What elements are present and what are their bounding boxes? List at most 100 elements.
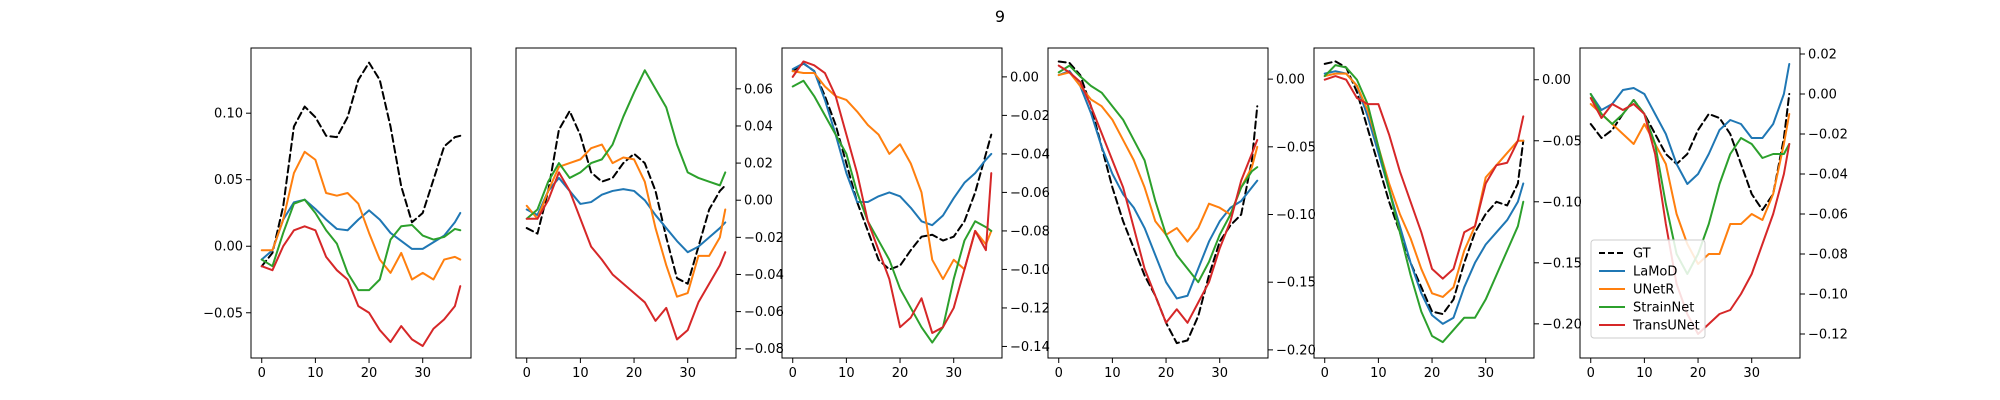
series-line-strainnet <box>791 79 993 344</box>
legend-label-strainnet: StrainNet <box>1633 301 1694 316</box>
series-line-strainnet <box>260 198 462 292</box>
y-tick-label: −0.12 <box>1808 328 1848 343</box>
y-tick-label: −0.15 <box>1276 276 1316 291</box>
legend-label-lamod: LaMoD <box>1633 265 1677 280</box>
y-tick-label: −0.14 <box>1010 340 1050 355</box>
y-tick-label: −0.02 <box>1010 109 1050 124</box>
y-tick-label: 0.00 <box>1542 73 1571 88</box>
series-line-lamod <box>1589 63 1791 185</box>
series-line-unetr <box>1057 71 1259 243</box>
x-tick-label: 30 <box>1743 366 1760 381</box>
y-tick-label: 0.00 <box>1276 73 1305 88</box>
x-tick-label: 20 <box>892 366 909 381</box>
legend-label-unetr: UNetR <box>1633 283 1674 298</box>
y-tick-label: 0.04 <box>744 119 773 134</box>
panel-5: 0 10 20 30 −0.20 −0.15 −0.10 −0.05 0.00 <box>1313 47 1582 381</box>
y-tick-label: −0.20 <box>1542 317 1582 332</box>
series-line-transunet <box>791 60 993 334</box>
y-tick-label: 0.02 <box>1808 48 1837 63</box>
x-tick-label: 30 <box>1477 366 1494 381</box>
y-tick-label: 0.00 <box>214 240 243 255</box>
panel-frame <box>250 47 472 359</box>
legend-label-gt: GT <box>1633 247 1651 262</box>
x-tick-label: 10 <box>307 366 324 381</box>
legend-label-transunet: TransUNet <box>1632 319 1700 334</box>
series-line-lamod <box>791 62 993 227</box>
series-group <box>1057 60 1259 345</box>
y-tick-label: −0.06 <box>1808 208 1848 223</box>
y-tick-label: 0.00 <box>1808 88 1837 103</box>
series-line-unetr <box>791 70 993 281</box>
series-line-transunet <box>525 171 727 341</box>
panel-1: 0 10 20 30 −0.05 0.00 0.05 0.10 <box>203 47 472 381</box>
x-tick-label: 10 <box>1636 366 1653 381</box>
x-tick-label: 20 <box>1158 366 1175 381</box>
y-tick-label: 0.00 <box>1010 70 1039 85</box>
y-tick-label: −0.15 <box>1542 256 1582 271</box>
x-tick-label: 20 <box>1424 366 1441 381</box>
y-tick-label: −0.05 <box>203 306 243 321</box>
panel-4: 0 10 20 30 −0.20 −0.15 −0.10 −0.05 0.00 <box>1047 47 1316 381</box>
y-tick-label: −0.06 <box>744 305 784 320</box>
series-line-transunet <box>260 225 462 348</box>
y-tick-label: −0.08 <box>744 342 784 357</box>
series-line-gt <box>791 62 993 271</box>
series-line-lamod <box>1057 70 1259 300</box>
x-tick-label: 0 <box>1055 366 1063 381</box>
x-tick-label: 30 <box>414 366 431 381</box>
panel-frame <box>1579 47 1801 359</box>
series-line-strainnet <box>1323 64 1525 344</box>
panel-3: 0 10 20 30 −0.14 −0.12 −0.10 −0.08 −0.06 −0.04 −0.… <box>781 47 1050 381</box>
y-tick-label: −0.04 <box>744 268 784 283</box>
x-tick-label: 20 <box>626 366 643 381</box>
series-line-transunet <box>1323 75 1525 280</box>
y-tick-label: −0.06 <box>1010 186 1050 201</box>
x-tick-label: 20 <box>1690 366 1707 381</box>
figure-title: 9 <box>995 7 1005 26</box>
x-tick-label: 0 <box>523 366 531 381</box>
y-tick-label: 0.10 <box>214 107 243 122</box>
x-tick-label: 30 <box>945 366 962 381</box>
legend: GT LaMoD UNetR StrainNet TransUNet <box>1590 239 1706 339</box>
x-tick-label: 10 <box>1104 366 1121 381</box>
series-line-strainnet <box>1057 64 1259 284</box>
series-group <box>260 61 462 348</box>
y-tick-label: −0.12 <box>1010 301 1050 316</box>
y-tick-label: 0.00 <box>744 194 773 209</box>
x-tick-label: 0 <box>1321 366 1329 381</box>
y-tick-label: −0.02 <box>1808 128 1848 143</box>
x-tick-label: 0 <box>1587 366 1595 381</box>
series-line-transunet <box>1057 64 1259 324</box>
y-tick-label: −0.02 <box>744 231 784 246</box>
legend-box <box>1590 239 1706 339</box>
panel-2: 0 10 20 30 −0.08 −0.06 −0.04 −0.02 0.00 0.02 0.04 0… <box>515 47 784 381</box>
y-tick-label: 0.05 <box>214 173 243 188</box>
y-tick-label: −0.20 <box>1276 343 1316 358</box>
panel-frame <box>1047 47 1269 359</box>
y-tick-label: −0.10 <box>1808 288 1848 303</box>
x-tick-label: 10 <box>838 366 855 381</box>
y-tick-label: −0.10 <box>1276 208 1316 223</box>
series-line-lamod <box>525 176 727 254</box>
x-tick-label: 0 <box>789 366 797 381</box>
y-tick-label: 0.06 <box>744 82 773 97</box>
series-line-gt <box>260 61 462 268</box>
series-group <box>525 69 727 341</box>
series-line-unetr <box>260 150 462 281</box>
x-tick-label: 20 <box>361 366 378 381</box>
panel-frame <box>781 47 1003 359</box>
panels: 0 10 20 30 −0.05 0.00 0.05 0.10 0 10 20 30 −0.08 −0.0… <box>203 47 1848 381</box>
panel-frame <box>1313 47 1535 359</box>
y-tick-label: −0.05 <box>1276 140 1316 155</box>
x-tick-label: 10 <box>572 366 589 381</box>
y-tick-label: −0.10 <box>1010 263 1050 278</box>
y-tick-label: −0.10 <box>1542 195 1582 210</box>
panel-frame <box>515 47 737 359</box>
y-tick-label: −0.08 <box>1010 224 1050 239</box>
series-line-lamod <box>260 198 462 261</box>
x-tick-label: 30 <box>1211 366 1228 381</box>
series-group <box>1323 60 1525 344</box>
x-tick-label: 30 <box>679 366 696 381</box>
y-tick-label: −0.04 <box>1808 168 1848 183</box>
